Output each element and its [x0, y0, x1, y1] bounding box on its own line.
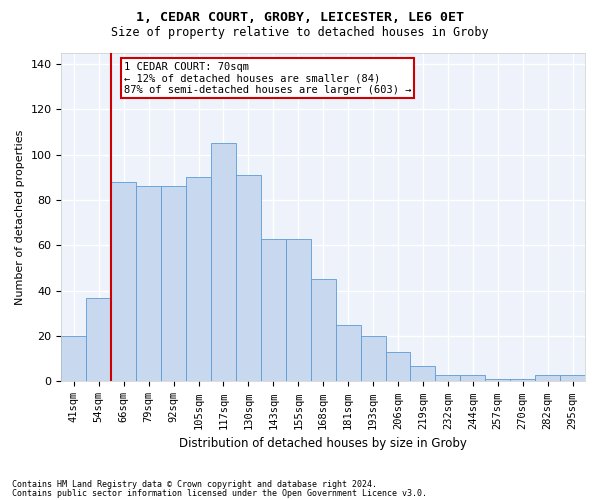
Bar	[535, 374, 560, 382]
Bar	[61, 336, 86, 382]
Bar	[136, 186, 161, 382]
Text: 1, CEDAR COURT, GROBY, LEICESTER, LE6 0ET: 1, CEDAR COURT, GROBY, LEICESTER, LE6 0E…	[136, 11, 464, 24]
Bar	[361, 336, 386, 382]
Text: Size of property relative to detached houses in Groby: Size of property relative to detached ho…	[111, 26, 489, 39]
Bar	[261, 238, 286, 382]
Bar	[311, 280, 335, 382]
Bar	[410, 366, 436, 382]
Text: Contains HM Land Registry data © Crown copyright and database right 2024.: Contains HM Land Registry data © Crown c…	[12, 480, 377, 489]
Bar	[485, 379, 510, 382]
Bar	[211, 143, 236, 382]
Text: 1 CEDAR COURT: 70sqm
← 12% of detached houses are smaller (84)
87% of semi-detac: 1 CEDAR COURT: 70sqm ← 12% of detached h…	[124, 62, 411, 95]
X-axis label: Distribution of detached houses by size in Groby: Distribution of detached houses by size …	[179, 437, 467, 450]
Bar	[286, 238, 311, 382]
Y-axis label: Number of detached properties: Number of detached properties	[15, 130, 25, 304]
Bar	[186, 178, 211, 382]
Bar	[335, 324, 361, 382]
Bar	[560, 374, 585, 382]
Text: Contains public sector information licensed under the Open Government Licence v3: Contains public sector information licen…	[12, 490, 427, 498]
Bar	[111, 182, 136, 382]
Bar	[436, 374, 460, 382]
Bar	[460, 374, 485, 382]
Bar	[236, 175, 261, 382]
Bar	[510, 379, 535, 382]
Bar	[161, 186, 186, 382]
Bar	[86, 298, 111, 382]
Bar	[386, 352, 410, 382]
